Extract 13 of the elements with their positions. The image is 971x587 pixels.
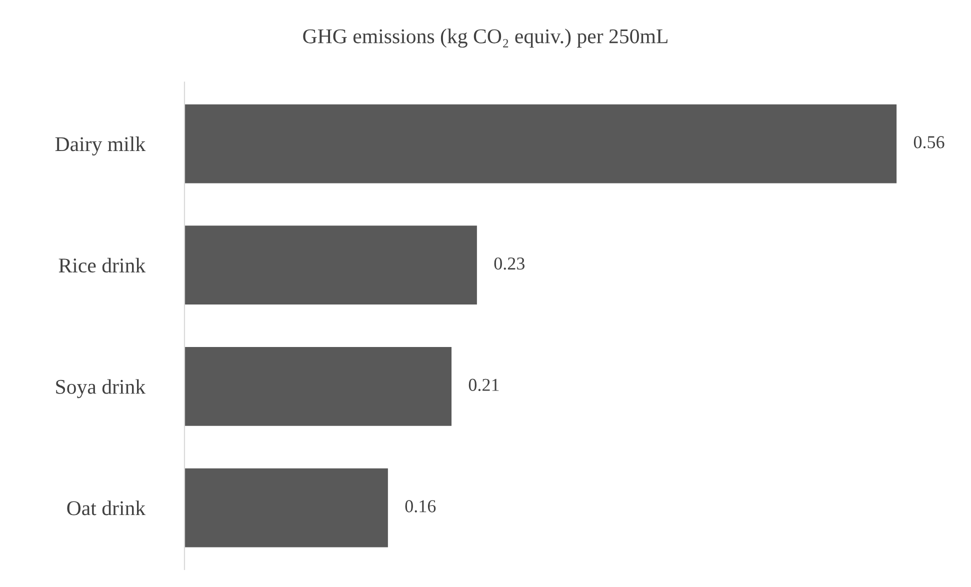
y-tick-label: Soya drink — [56, 379, 146, 398]
y-tick-label: Oat drink — [67, 500, 146, 516]
chart-title: GHG emissions (kg CO₂ equiv.) per 250mL — [303, 28, 668, 48]
y-tick-label: Dairy milk — [55, 136, 146, 156]
data-label: 0.21 — [468, 378, 499, 392]
data-label: 0.56 — [914, 136, 944, 148]
bar — [184, 347, 452, 426]
bar — [184, 468, 388, 548]
y-tick-label: Rice drink — [58, 258, 146, 273]
data-label: 0.23 — [494, 257, 525, 270]
data-label: 0.16 — [405, 500, 436, 512]
bar — [184, 104, 897, 184]
bar — [184, 226, 477, 305]
